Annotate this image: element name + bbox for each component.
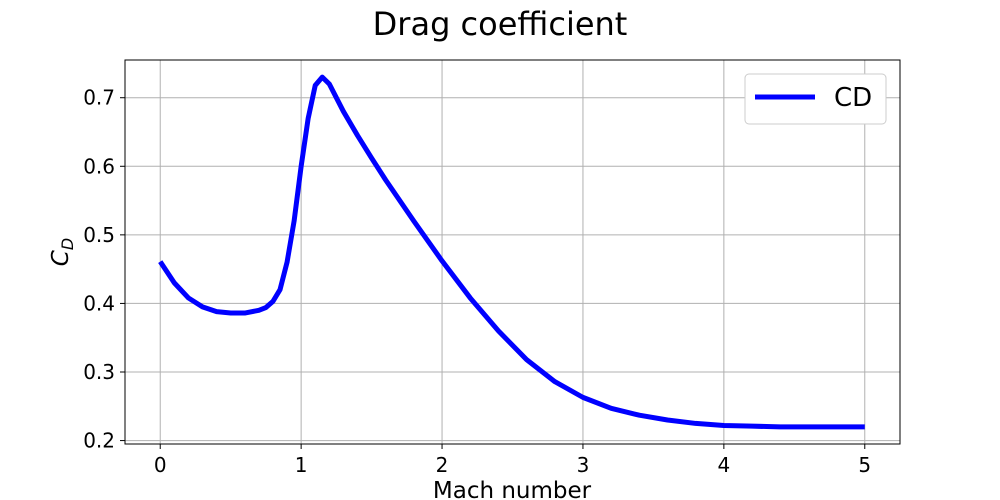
legend-label: CD: [834, 83, 872, 113]
y-tick-label: 0.3: [83, 360, 115, 384]
x-tick-label: 1: [295, 453, 308, 477]
plot-frame: [124, 59, 901, 445]
x-axis-label: Mach number: [433, 478, 592, 500]
y-tick-label: 0.6: [83, 154, 115, 178]
x-tick-label: 5: [858, 453, 871, 477]
y-axis-label: CD: [48, 238, 77, 266]
x-tick-label: 3: [577, 453, 590, 477]
y-axis-label-subscript: D: [58, 238, 77, 250]
grid-layer: [125, 60, 900, 444]
cd-series-line: [158, 74, 865, 430]
series-layer: [158, 74, 865, 430]
tick-layer: 0 1 2 3 4 5 0.2 0.3 0.4 0.5 0.6 0.7: [83, 86, 871, 477]
x-tick-label: 2: [436, 453, 449, 477]
y-tick-label: 0.5: [83, 223, 115, 247]
legend-box: [744, 73, 887, 125]
y-axis-label-main: C: [48, 250, 74, 266]
x-tick-label: 4: [717, 453, 730, 477]
y-tick-label: 0.2: [83, 429, 115, 453]
y-tick-label: 0.7: [83, 86, 115, 110]
legend: CD: [744, 73, 887, 125]
y-tick-label: 0.4: [83, 291, 115, 315]
chart-title: Drag coefficient: [373, 5, 628, 43]
x-tick-label: 0: [154, 453, 167, 477]
